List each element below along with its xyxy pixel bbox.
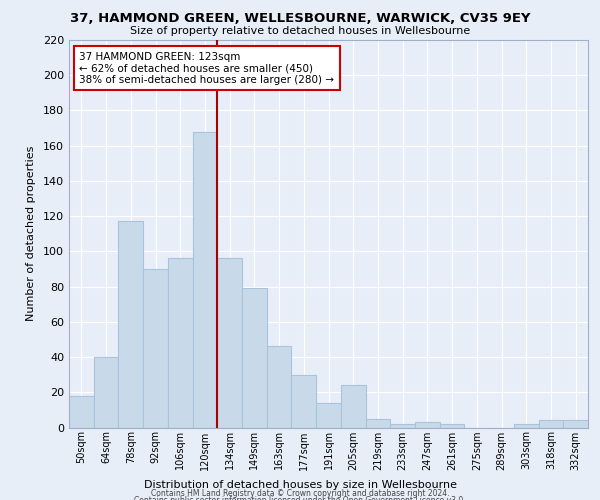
Text: Contains public sector information licensed under the Open Government Licence v3: Contains public sector information licen… — [134, 496, 466, 500]
Bar — [168, 258, 193, 428]
Bar — [118, 222, 143, 428]
Bar — [440, 424, 464, 428]
Bar — [514, 424, 539, 428]
Text: 37, HAMMOND GREEN, WELLESBOURNE, WARWICK, CV35 9EY: 37, HAMMOND GREEN, WELLESBOURNE, WARWICK… — [70, 12, 530, 26]
Bar — [292, 374, 316, 428]
Bar — [390, 424, 415, 428]
Text: 37 HAMMOND GREEN: 123sqm
← 62% of detached houses are smaller (450)
38% of semi-: 37 HAMMOND GREEN: 123sqm ← 62% of detach… — [79, 52, 334, 85]
Bar — [94, 357, 118, 428]
Bar — [69, 396, 94, 428]
Text: Contains HM Land Registry data © Crown copyright and database right 2024.: Contains HM Land Registry data © Crown c… — [151, 489, 449, 498]
Bar — [563, 420, 588, 428]
Bar — [365, 418, 390, 428]
Text: Size of property relative to detached houses in Wellesbourne: Size of property relative to detached ho… — [130, 26, 470, 36]
Bar — [193, 132, 217, 428]
Bar — [217, 258, 242, 428]
Bar — [242, 288, 267, 428]
Bar — [415, 422, 440, 428]
Bar — [267, 346, 292, 428]
Text: Distribution of detached houses by size in Wellesbourne: Distribution of detached houses by size … — [143, 480, 457, 490]
Bar — [341, 385, 365, 428]
Bar — [143, 269, 168, 428]
Y-axis label: Number of detached properties: Number of detached properties — [26, 146, 36, 322]
Bar — [316, 403, 341, 427]
Bar — [539, 420, 563, 428]
